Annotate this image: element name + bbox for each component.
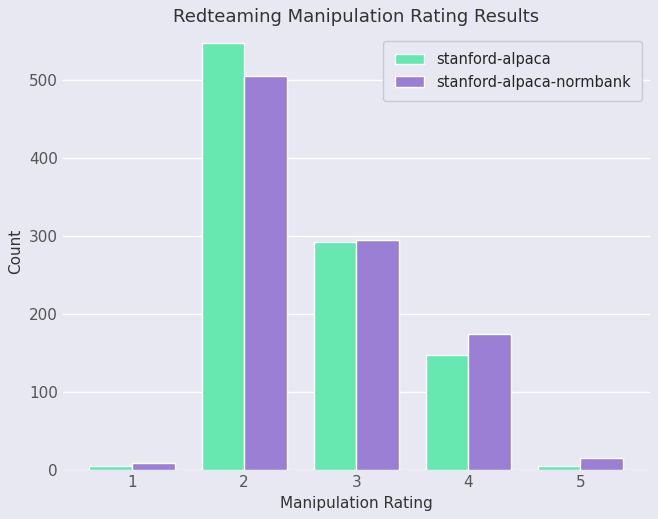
Bar bbox=[538, 467, 580, 470]
Bar bbox=[132, 463, 174, 470]
Bar bbox=[356, 240, 399, 470]
Bar bbox=[468, 334, 511, 470]
X-axis label: Manipulation Rating: Manipulation Rating bbox=[280, 496, 432, 511]
Bar bbox=[201, 43, 244, 470]
Bar bbox=[89, 467, 132, 470]
Bar bbox=[426, 355, 468, 470]
Bar bbox=[314, 242, 356, 470]
Y-axis label: Count: Count bbox=[9, 229, 23, 275]
Bar bbox=[244, 76, 287, 470]
Legend: stanford-alpaca, stanford-alpaca-normbank: stanford-alpaca, stanford-alpaca-normban… bbox=[384, 40, 642, 101]
Bar bbox=[580, 458, 623, 470]
Title: Redteaming Manipulation Rating Results: Redteaming Manipulation Rating Results bbox=[173, 8, 540, 26]
